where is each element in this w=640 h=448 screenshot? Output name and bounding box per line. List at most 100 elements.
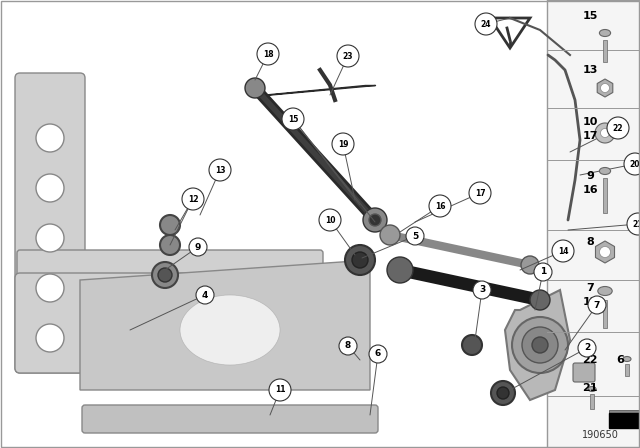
Circle shape bbox=[36, 174, 64, 202]
Circle shape bbox=[469, 182, 491, 204]
Text: 3: 3 bbox=[479, 285, 485, 294]
Bar bbox=[603, 178, 607, 213]
Ellipse shape bbox=[600, 168, 611, 175]
Bar bbox=[590, 394, 594, 409]
Circle shape bbox=[530, 290, 550, 310]
Circle shape bbox=[600, 83, 609, 92]
Bar bbox=[625, 364, 629, 376]
Circle shape bbox=[363, 208, 387, 232]
Circle shape bbox=[552, 240, 574, 262]
Ellipse shape bbox=[598, 287, 612, 296]
Bar bbox=[603, 300, 607, 328]
Circle shape bbox=[36, 324, 64, 352]
Circle shape bbox=[627, 213, 640, 235]
Circle shape bbox=[319, 209, 341, 231]
Circle shape bbox=[369, 345, 387, 363]
Bar bbox=[547, 0, 640, 448]
Circle shape bbox=[600, 246, 611, 258]
Text: 16: 16 bbox=[582, 185, 598, 195]
Ellipse shape bbox=[180, 295, 280, 365]
Circle shape bbox=[332, 133, 354, 155]
Text: 190650: 190650 bbox=[582, 430, 618, 440]
Circle shape bbox=[196, 286, 214, 304]
Circle shape bbox=[532, 337, 548, 353]
Text: 15: 15 bbox=[582, 11, 598, 21]
Text: 15: 15 bbox=[288, 115, 298, 124]
Circle shape bbox=[36, 124, 64, 152]
Polygon shape bbox=[490, 18, 530, 48]
Circle shape bbox=[588, 296, 606, 314]
Circle shape bbox=[158, 268, 172, 282]
Text: 11: 11 bbox=[275, 385, 285, 395]
Circle shape bbox=[406, 227, 424, 245]
Circle shape bbox=[245, 78, 265, 98]
Text: 12: 12 bbox=[582, 297, 598, 307]
Circle shape bbox=[337, 45, 359, 67]
Text: 17: 17 bbox=[475, 189, 485, 198]
Circle shape bbox=[352, 252, 368, 268]
Text: 13: 13 bbox=[582, 65, 598, 75]
Text: 23: 23 bbox=[343, 52, 353, 60]
FancyBboxPatch shape bbox=[15, 273, 225, 373]
Circle shape bbox=[522, 327, 558, 363]
FancyBboxPatch shape bbox=[573, 363, 595, 382]
Circle shape bbox=[600, 129, 609, 138]
Circle shape bbox=[36, 224, 64, 252]
Circle shape bbox=[521, 256, 539, 274]
Circle shape bbox=[36, 274, 64, 302]
Circle shape bbox=[462, 335, 482, 355]
Circle shape bbox=[339, 337, 357, 355]
Text: 10: 10 bbox=[324, 215, 335, 224]
Polygon shape bbox=[609, 410, 639, 425]
Text: 9: 9 bbox=[195, 242, 201, 251]
Circle shape bbox=[282, 108, 304, 130]
FancyBboxPatch shape bbox=[17, 250, 323, 301]
Circle shape bbox=[595, 123, 615, 143]
FancyBboxPatch shape bbox=[15, 73, 85, 373]
Polygon shape bbox=[80, 260, 370, 390]
Circle shape bbox=[209, 159, 231, 181]
Text: 22: 22 bbox=[612, 124, 623, 133]
Text: 18: 18 bbox=[262, 49, 273, 59]
Ellipse shape bbox=[623, 357, 631, 362]
Circle shape bbox=[189, 238, 207, 256]
Circle shape bbox=[607, 117, 629, 139]
Text: 22: 22 bbox=[582, 355, 598, 365]
Circle shape bbox=[475, 13, 497, 35]
Circle shape bbox=[491, 381, 515, 405]
Text: 24: 24 bbox=[481, 20, 492, 29]
Ellipse shape bbox=[600, 30, 611, 36]
Circle shape bbox=[369, 214, 381, 226]
Text: 10: 10 bbox=[582, 117, 598, 127]
Text: 20: 20 bbox=[630, 159, 640, 168]
Text: 16: 16 bbox=[435, 202, 445, 211]
Text: 21: 21 bbox=[633, 220, 640, 228]
Circle shape bbox=[182, 188, 204, 210]
Text: 19: 19 bbox=[338, 139, 348, 148]
FancyBboxPatch shape bbox=[82, 405, 378, 433]
Circle shape bbox=[269, 379, 291, 401]
Text: 7: 7 bbox=[594, 301, 600, 310]
Ellipse shape bbox=[588, 387, 596, 392]
Text: 2: 2 bbox=[584, 344, 590, 353]
Polygon shape bbox=[609, 413, 639, 428]
Circle shape bbox=[624, 153, 640, 175]
Circle shape bbox=[578, 339, 596, 357]
Circle shape bbox=[512, 317, 568, 373]
Text: 8: 8 bbox=[586, 237, 594, 247]
Text: 8: 8 bbox=[345, 341, 351, 350]
Circle shape bbox=[152, 262, 178, 288]
Circle shape bbox=[257, 43, 279, 65]
Bar bbox=[603, 40, 607, 62]
Text: 13: 13 bbox=[215, 165, 225, 175]
Text: 5: 5 bbox=[412, 232, 418, 241]
Circle shape bbox=[160, 235, 180, 255]
Text: 14: 14 bbox=[557, 246, 568, 255]
Text: 4: 4 bbox=[202, 290, 208, 300]
Circle shape bbox=[345, 245, 375, 275]
Text: 7: 7 bbox=[586, 283, 594, 293]
Text: 12: 12 bbox=[188, 194, 198, 203]
Circle shape bbox=[160, 215, 180, 235]
Text: 9: 9 bbox=[586, 171, 594, 181]
Circle shape bbox=[429, 195, 451, 217]
